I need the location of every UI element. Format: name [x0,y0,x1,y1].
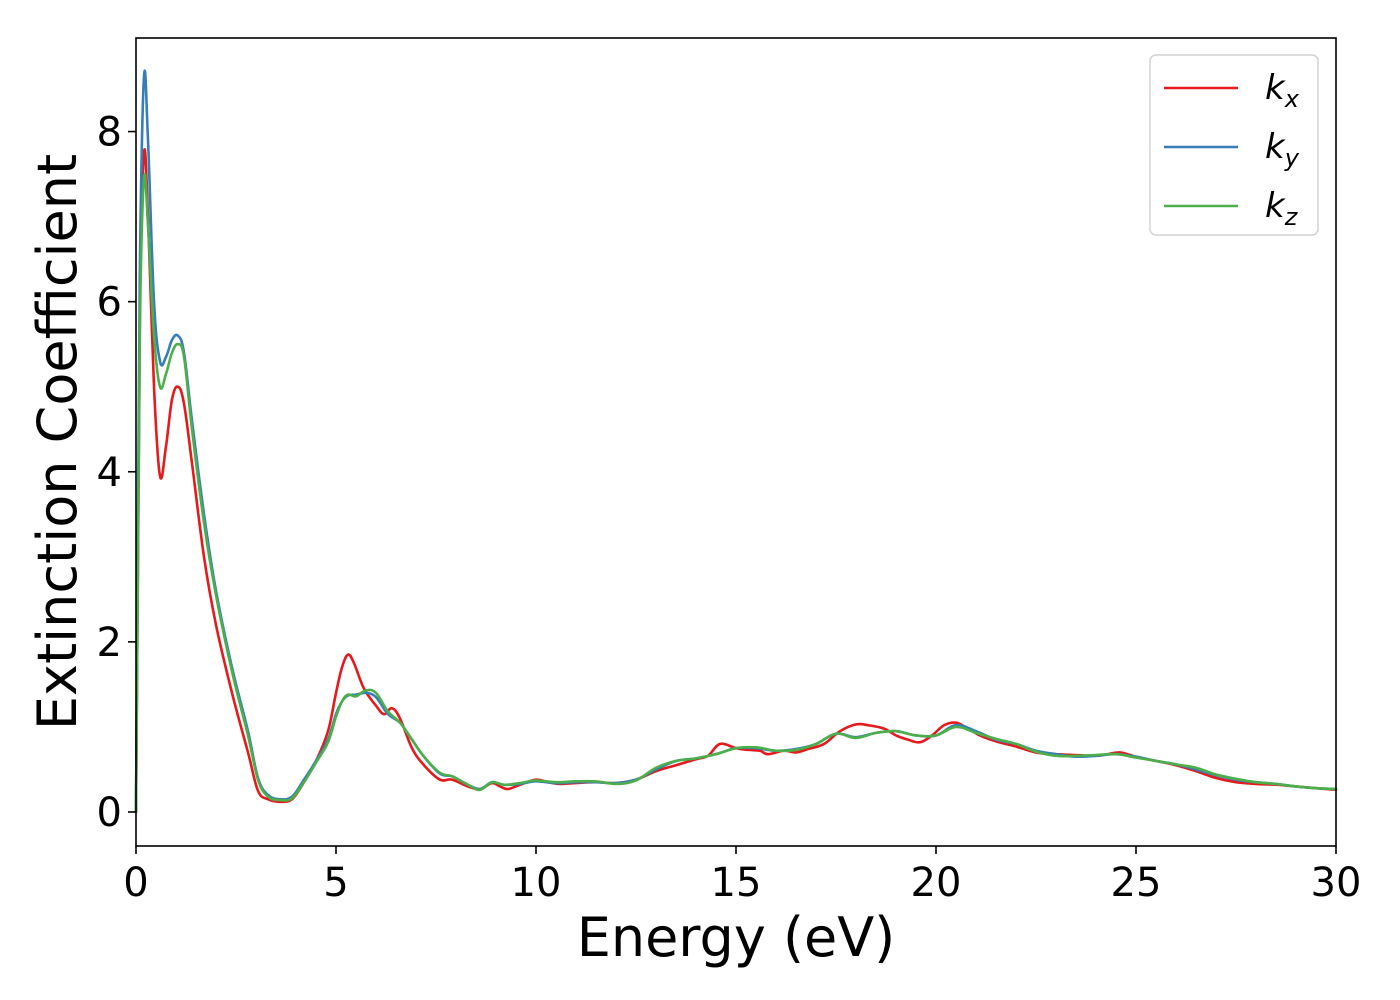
series-layer [134,69,1338,814]
x-axis: 0 5 10 15 20 25 30 [123,846,1361,906]
series-line-z [134,172,1338,814]
x-tick-label: 0 [123,860,148,906]
x-tick-label: 15 [711,860,762,906]
legend-label-x: kx [1265,68,1300,113]
legend: kx ky kz [1149,54,1319,236]
x-tick-label: 10 [511,860,562,906]
y-tick-label: 4 [97,450,122,496]
y-tick-label: 0 [97,790,122,836]
y-tick-label: 2 [97,620,122,666]
legend-box [1149,54,1319,236]
y-axis: 0 2 4 6 8 [97,110,136,836]
x-tick-label: 5 [323,860,348,906]
y-tick-label: 6 [97,280,122,326]
legend-label-z: kz [1265,186,1299,231]
x-tick-label: 30 [1311,860,1362,906]
x-tick-label: 20 [911,860,962,906]
x-tick-label: 25 [1111,860,1162,906]
x-axis-label: Energy (eV) [577,906,896,969]
y-axis-label: Extinction Coefficient [26,154,89,730]
y-tick-label: 8 [97,110,122,156]
legend-label-y: ky [1265,127,1300,172]
